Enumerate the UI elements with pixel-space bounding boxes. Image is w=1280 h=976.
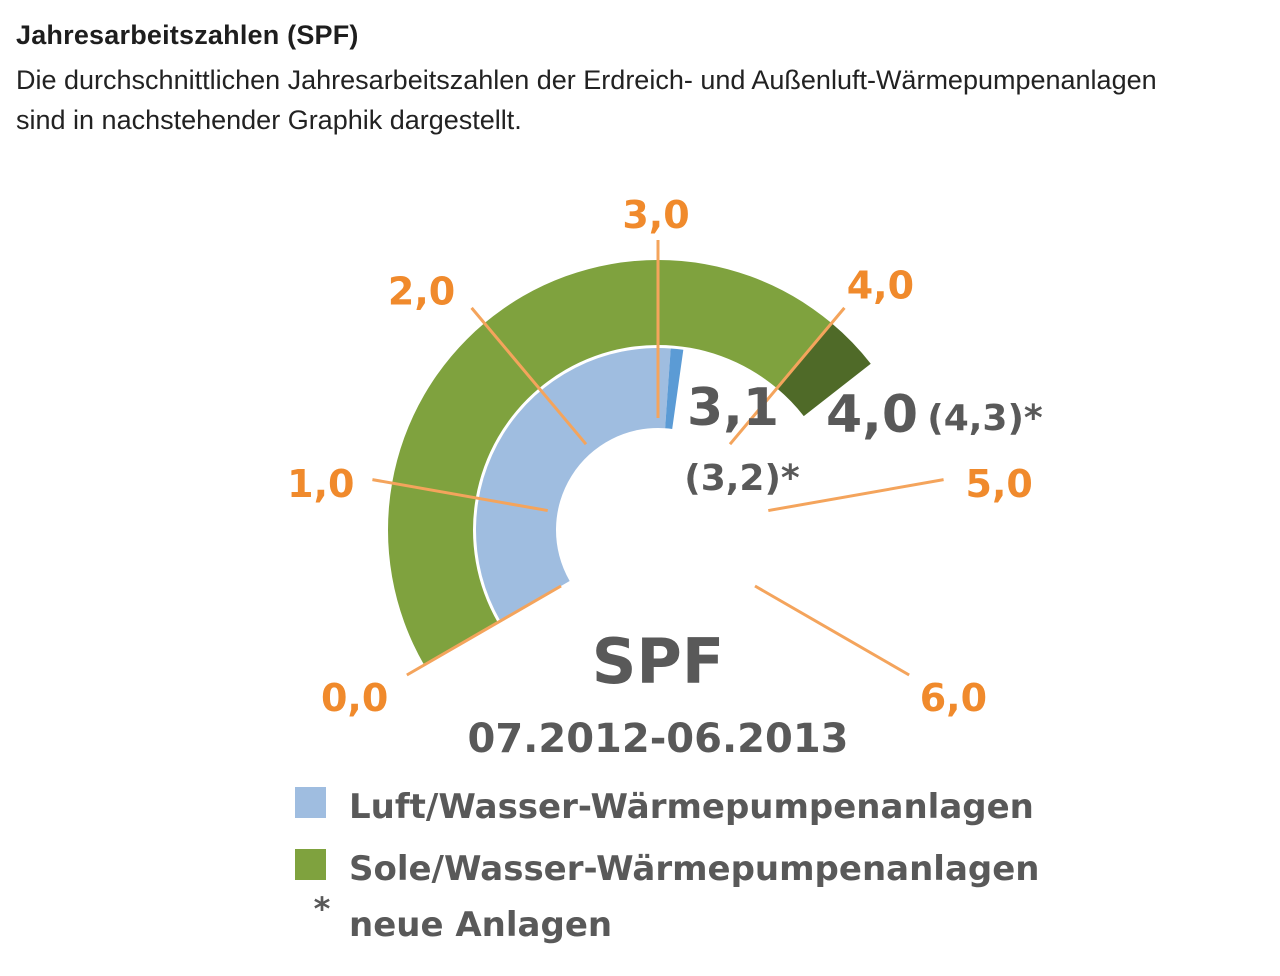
chart-legend: Luft/Wasser-Wärmepumpenanlagen Sole/Wasse… [295,787,1040,945]
luft-wasser-band [475,347,671,621]
luft-wasser-new-marker [665,348,684,429]
tick-line-1 [372,478,548,513]
section-title: Jahresarbeitszahlen (SPF) [16,20,359,50]
tick-label-1: 1,0 [287,462,354,506]
legend-asterisk: * [314,890,331,928]
tick-line-5 [768,478,944,513]
luft-wasser-value-label: 3,1 [687,378,779,438]
tick-line-4 [728,306,846,446]
tick-label-4: 4,0 [847,263,914,307]
legend-swatch-1 [295,849,326,880]
section-description: Die durchschnittlichen Jahresarbeitszahl… [16,65,1157,135]
sole-wasser-value-label: 4,0 [826,385,918,445]
sole-wasser-new-extension [776,323,871,417]
sole-wasser-new-value-label: (4,3)* [927,398,1043,439]
gauge-labels: 0,01,02,03,04,05,06,03,1(3,2)*4,0 (4,3)*S… [287,193,1043,762]
chart-title: SPF [592,625,724,698]
tick-label-0: 0,0 [321,676,388,720]
tick-label-5: 5,0 [966,462,1033,506]
tick-line-0 [406,584,562,677]
tick-label-2: 2,0 [388,269,455,313]
gauge-ticks [372,240,944,677]
sole-wasser-band [387,260,832,665]
gauge-bands [387,260,871,665]
chart-subtitle: 07.2012-06.2013 [468,716,849,762]
tick-line-2 [470,306,588,446]
tick-label-3: 3,0 [622,193,689,237]
legend-swatch-0 [295,787,326,818]
legend-label-0: Luft/Wasser-Wärmepumpenanlagen [349,787,1034,827]
tick-line-6 [754,584,910,677]
tick-label-6: 6,0 [920,676,987,720]
luft-wasser-new-value-label: (3,2)* [684,458,800,499]
legend-label-1: Sole/Wasser-Wärmepumpenanlagen [349,849,1040,889]
legend-label-2: neue Anlagen [349,905,612,945]
